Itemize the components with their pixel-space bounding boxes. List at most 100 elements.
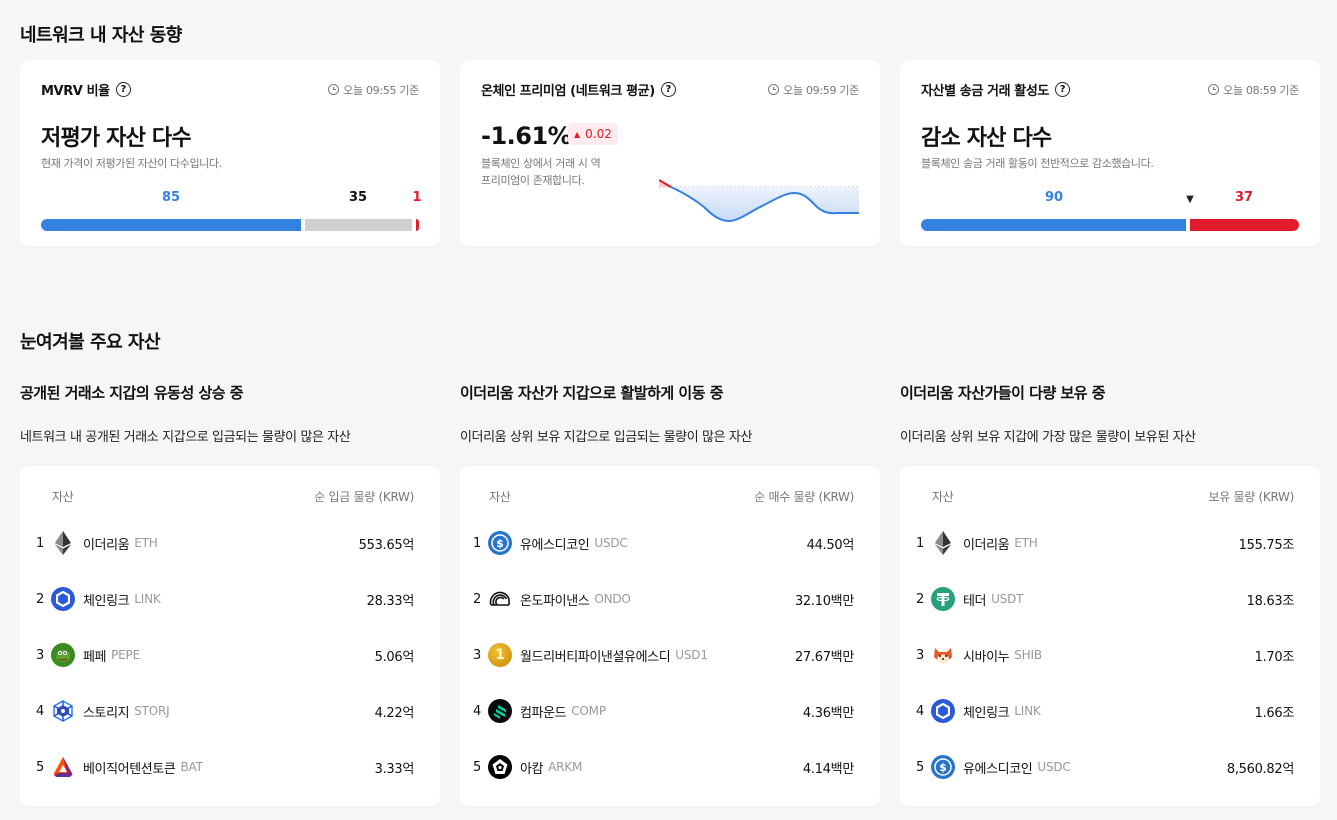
activity-timestamp: 오늘 08:59 기준 [1223,83,1299,97]
tether-icon [931,587,955,611]
neutral-count: 35 [348,190,368,205]
coin-value: 3.33억 [374,761,415,777]
ethereum-icon [931,531,955,555]
premium-timestamp: 오늘 09:59 기준 [783,83,859,97]
help-icon[interactable]: ? [115,82,131,97]
coin-name: 아캄 [520,761,544,777]
coin-name: 시바이누 [963,649,1010,665]
list-item[interactable]: 3 시바이누 SHIB 1.70조 [916,641,1294,669]
increase-count: 37 [1234,190,1254,205]
mvrv-title: MVRV 비율 [41,84,110,99]
activity-headline: 감소 자산 다수 [921,126,1052,151]
list-item[interactable]: 1 $ 유에스디코인 USDC 44.50억 [473,529,854,557]
marker-icon: ▼ [1186,194,1194,205]
list-item[interactable]: 4 컴파운드 COMP 4.36백만 [473,697,854,725]
rank: 2 [36,591,45,607]
whale-holdings-list: 자산 보유 물량 (KRW) 1 이더리움 ETH 155.75조 2 테더 U… [900,466,1320,806]
decrease-count: 90 [1044,190,1064,205]
coin-name: 베이직어텐션토큰 [83,761,176,777]
list-title-exchange-liquidity: 공개된 거래소 지갑의 유동성 상승 중 [20,384,244,402]
list-item[interactable]: 5 $ 유에스디코인 USDC 8,560.82억 [916,753,1294,781]
coin-symbol: USDC [1037,760,1071,774]
coin-value: 4.36백만 [802,705,854,721]
list-item[interactable]: 4 스토리지 STORJ 4.22억 [36,697,414,725]
coin-symbol: ARKM [548,760,583,774]
pepe-icon [51,643,75,667]
coin-value: 5.06억 [374,649,415,665]
activity-distribution-bar [921,219,1299,231]
coin-symbol: COMP [571,704,606,718]
svg-text:$: $ [496,537,504,550]
col-header-value: 순 매수 물량 (KRW) [754,490,854,504]
rank: 3 [473,647,482,663]
coin-name: 월드리버티파이낸셜유에스디 [520,649,671,665]
help-icon[interactable]: ? [1054,82,1070,97]
mvrv-timestamp: 오늘 09:55 기준 [343,83,419,97]
coin-value: 44.50억 [806,537,855,553]
coin-symbol: ONDO [594,592,631,606]
list-item[interactable]: 5 아캄 ARKM 4.14백만 [473,753,854,781]
coin-name: 유에스디코인 [520,537,590,553]
rank: 4 [36,703,45,719]
usdc-icon: $ [488,531,512,555]
rank: 3 [36,647,45,663]
rank: 2 [473,591,482,607]
overvalued-segment [416,219,419,231]
section-title-network-trends: 네트워크 내 자산 동향 [20,25,182,46]
rank: 2 [916,591,925,607]
activity-description: 블록체인 송금 거래 활동이 전반적으로 감소했습니다. [921,157,1154,170]
clock-icon [768,84,780,95]
list-item[interactable]: 2 테더 USDT 18.63조 [916,585,1294,613]
coin-name: 체인링크 [83,593,130,609]
clock-icon [328,84,340,95]
coin-symbol: USDT [991,592,1024,606]
coin-value: 553.65억 [358,537,415,553]
list-item[interactable]: 1 이더리움 ETH 155.75조 [916,529,1294,557]
chainlink-icon [931,699,955,723]
rank: 1 [473,535,482,551]
rank: 5 [473,759,482,775]
coin-name: 온도파이낸스 [520,593,590,609]
rank: 4 [473,703,482,719]
ondo-icon [488,587,512,611]
coin-value: 28.33억 [366,593,415,609]
col-header-asset: 자산 [932,490,954,504]
coin-symbol: ETH [134,536,158,550]
clock-icon [1208,84,1220,95]
mvrv-description: 현재 가격이 저평가된 자산이 다수입니다. [41,157,222,170]
coin-value: 32.10백만 [794,593,854,609]
rank: 4 [916,703,925,719]
list-title-whale-movement: 이더리움 자산가 지갑으로 활발하게 이동 중 [460,384,724,402]
decrease-segment [921,219,1186,231]
list-item[interactable]: 3 페페 PEPE 5.06억 [36,641,414,669]
list-title-whale-holdings: 이더리움 자산가들이 다량 보유 중 [900,384,1106,402]
premium-change-badge: ▲ 0.02 [568,123,618,145]
mvrv-distribution-bar [41,219,419,231]
coin-symbol: ETH [1014,536,1038,550]
coin-value: 4.22억 [374,705,415,721]
undervalued-count: 85 [161,190,181,205]
ethereum-icon [51,531,75,555]
whale-movement-list: 자산 순 매수 물량 (KRW) 1 $ 유에스디코인 USDC 44.50억 … [460,466,880,806]
help-icon[interactable]: ? [660,82,676,97]
list-item[interactable]: 1 이더리움 ETH 553.65억 [36,529,414,557]
premium-title: 온체인 프리미엄 (네트워크 평균) [481,84,655,99]
col-header-value: 순 입금 물량 (KRW) [314,490,414,504]
rank: 1 [916,535,925,551]
arkham-icon [488,755,512,779]
coin-name: 체인링크 [963,705,1010,721]
list-item[interactable]: 4 체인링크 LINK 1.66조 [916,697,1294,725]
chainlink-icon [51,587,75,611]
list-desc-whale-movement: 이더리움 상위 보유 지갑으로 입금되는 물량이 많은 자산 [460,430,753,445]
coin-symbol: LINK [1014,704,1041,718]
coin-symbol: PEPE [111,648,140,662]
list-item[interactable]: 3 1 월드리버티파이낸셜유에스디 USD1 27.67백만 [473,641,854,669]
list-item[interactable]: 5 베이직어텐션토큰 BAT 3.33억 [36,753,414,781]
premium-description-line2: 프리미엄이 존재합니다. [481,174,585,187]
exchange-liquidity-list: 자산 순 입금 물량 (KRW) 1 이더리움 ETH 553.65억 2 체인… [20,466,440,806]
list-item[interactable]: 2 체인링크 LINK 28.33억 [36,585,414,613]
coin-name: 유에스디코인 [963,761,1033,777]
list-item[interactable]: 2 온도파이낸스 ONDO 32.10백만 [473,585,854,613]
coin-symbol: USDC [594,536,628,550]
list-desc-whale-holdings: 이더리움 상위 보유 지갑에 가장 많은 물량이 보유된 자산 [900,430,1196,445]
